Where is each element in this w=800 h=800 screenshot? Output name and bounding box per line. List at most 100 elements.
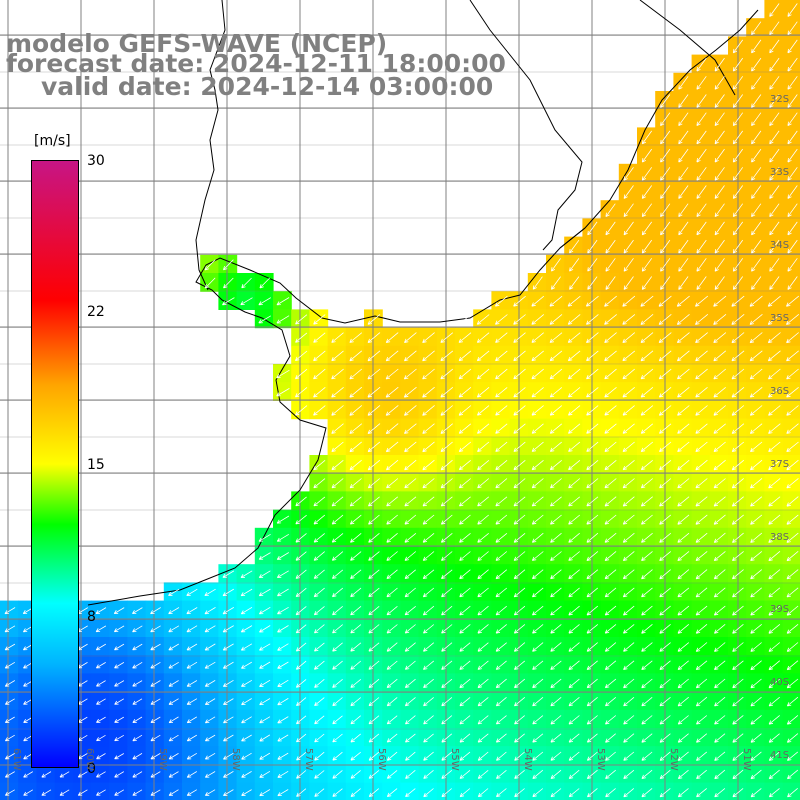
- wind-cell: [673, 618, 693, 638]
- wind-cell: [709, 163, 729, 183]
- wind-arrow: [258, 315, 272, 324]
- wind-cell: [527, 382, 547, 401]
- wind-cell: [546, 418, 565, 438]
- wind-cell: [327, 345, 347, 365]
- wind-arrow: [222, 679, 234, 687]
- wind-arrow: [768, 405, 781, 416]
- wind-cell: [345, 564, 365, 583]
- wind-cell: [637, 473, 656, 492]
- wind-arrow: [204, 277, 216, 289]
- wind-cell: [782, 364, 800, 383]
- wind-cell: [345, 491, 365, 511]
- wind-arrow: [459, 624, 471, 634]
- wind-arrow: [569, 276, 580, 290]
- wind-arrow: [623, 642, 635, 652]
- wind-arrow: [640, 405, 654, 416]
- wind-arrow: [696, 258, 707, 272]
- wind-arrow: [532, 715, 544, 725]
- wind-arrow: [405, 769, 416, 779]
- wind-arrow: [696, 112, 707, 127]
- wind-arrow: [367, 368, 381, 380]
- wind-arrow: [586, 423, 599, 434]
- wind-arrow: [459, 569, 471, 580]
- wind-arrow: [422, 350, 435, 362]
- wind-arrow: [749, 332, 763, 344]
- wind-arrow: [658, 350, 672, 362]
- wind-arrow: [604, 478, 617, 489]
- wind-cell: [564, 509, 583, 529]
- wind-cell: [491, 345, 511, 365]
- wind-arrow: [549, 314, 563, 325]
- wind-arrow: [568, 788, 580, 798]
- wind-arrow: [568, 532, 580, 543]
- wind-cell: [746, 673, 765, 693]
- wind-arrow: [640, 295, 654, 307]
- wind-cell: [673, 145, 693, 165]
- wind-cell: [637, 673, 656, 693]
- wind-arrow: [567, 332, 581, 343]
- wind-cell: [637, 655, 656, 674]
- wind-arrow: [514, 751, 525, 761]
- wind-arrow: [623, 203, 634, 218]
- wind-arrow: [459, 788, 471, 798]
- wind-cell: [109, 782, 128, 800]
- wind-cell: [291, 527, 310, 547]
- wind-cell: [109, 655, 128, 674]
- wind-arrow: [331, 405, 344, 416]
- wind-cell: [473, 491, 492, 511]
- wind-cell: [455, 546, 474, 565]
- wind-cell: [182, 673, 201, 693]
- wind-cell: [36, 782, 56, 800]
- wind-arrow: [532, 769, 544, 779]
- wind-arrow: [458, 423, 472, 434]
- wind-cell: [764, 546, 784, 565]
- wind-cell: [491, 746, 511, 765]
- wind-cell: [782, 236, 800, 256]
- wind-arrow: [458, 478, 471, 489]
- wind-cell: [473, 618, 492, 638]
- wind-cell: [0, 691, 19, 711]
- wind-cell: [418, 527, 438, 547]
- wind-arrow: [750, 441, 763, 452]
- wind-arrow: [368, 569, 380, 579]
- wind-arrow: [314, 770, 325, 779]
- wind-cell: [327, 691, 347, 711]
- wind-arrow: [386, 478, 399, 489]
- wind-arrow: [296, 788, 307, 797]
- wind-cell: [527, 418, 547, 438]
- wind-cell: [782, 564, 800, 583]
- wind-arrow: [550, 733, 562, 743]
- wind-arrow: [714, 751, 726, 761]
- wind-cell: [491, 291, 511, 310]
- wind-cell: [473, 400, 492, 420]
- wind-cell: [764, 709, 784, 729]
- wind-cell: [418, 400, 438, 420]
- wind-arrow: [476, 350, 490, 362]
- wind-arrow: [677, 532, 690, 543]
- wind-cell: [600, 655, 620, 674]
- wind-arrow: [423, 788, 434, 798]
- wind-cell: [455, 509, 474, 529]
- wind-arrow: [459, 532, 471, 543]
- wind-cell: [254, 746, 274, 765]
- wind-arrow: [660, 258, 671, 272]
- wind-arrow: [568, 387, 581, 398]
- wind-cell: [673, 600, 693, 620]
- wind-cell: [691, 728, 711, 747]
- wind-arrow: [477, 624, 489, 634]
- wind-arrow: [732, 239, 744, 254]
- wind-cell: [273, 746, 292, 765]
- wind-arrow: [659, 459, 672, 471]
- wind-arrow: [696, 94, 707, 108]
- wind-arrow: [513, 551, 526, 561]
- wind-arrow: [277, 734, 289, 742]
- wind-cell: [455, 436, 474, 456]
- wind-arrow: [605, 239, 616, 254]
- wind-arrow: [368, 551, 380, 561]
- wind-arrow: [586, 405, 599, 416]
- wind-arrow: [605, 733, 616, 743]
- wind-cell: [273, 564, 292, 583]
- wind-arrow: [604, 569, 617, 580]
- wind-arrow: [295, 660, 307, 670]
- wind-cell: [345, 600, 365, 620]
